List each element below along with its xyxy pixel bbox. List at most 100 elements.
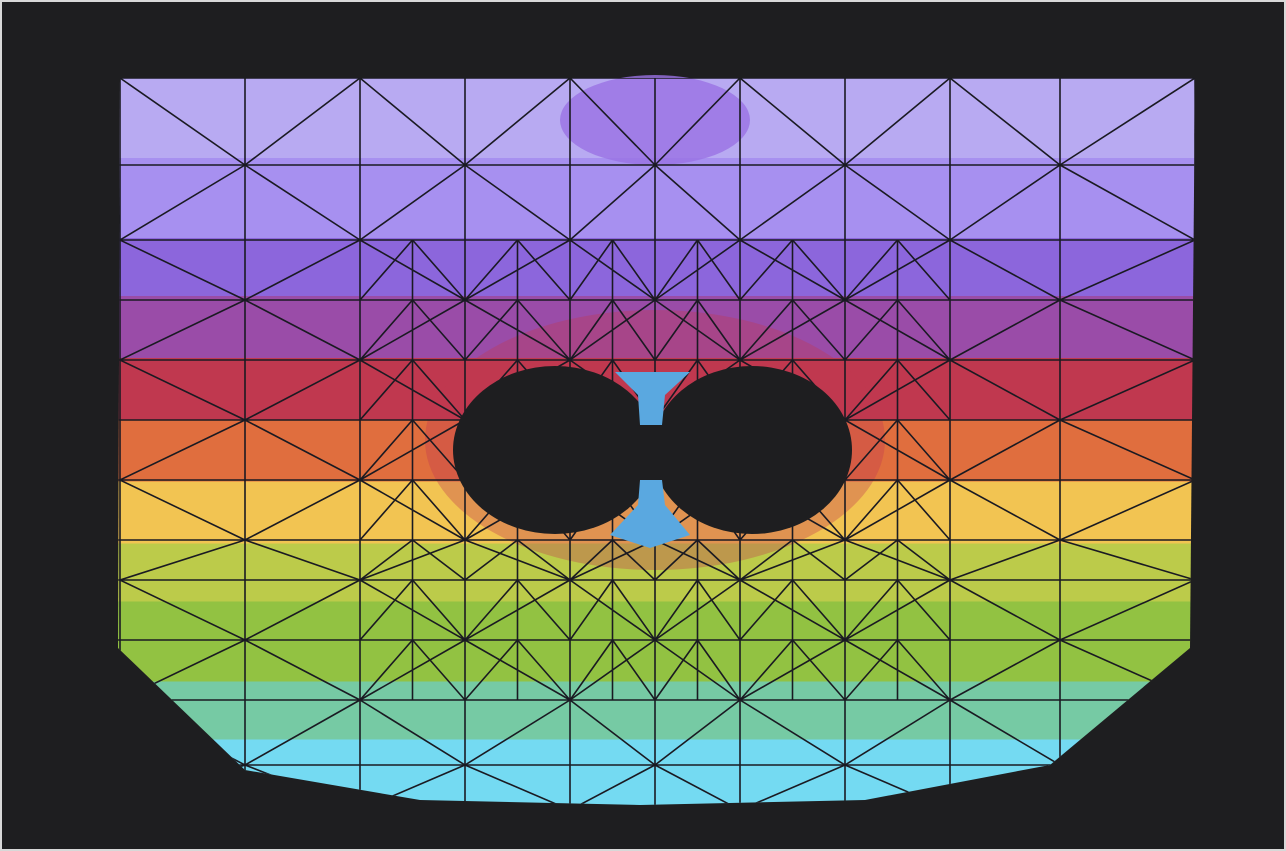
mesh-edge <box>844 299 899 361</box>
mesh-edge <box>1059 164 1195 241</box>
mesh-edge <box>464 539 518 581</box>
mesh-edge <box>739 699 846 766</box>
mesh-edge <box>611 239 656 301</box>
mesh-edge <box>896 479 951 541</box>
mesh-edge <box>516 639 571 701</box>
mesh-edge <box>359 78 466 166</box>
mesh-edge <box>464 639 519 701</box>
mesh-edge <box>896 419 951 481</box>
mesh-edge <box>464 579 519 641</box>
mesh-edge <box>244 78 361 166</box>
mesh-edge <box>244 419 361 481</box>
hole <box>453 366 852 548</box>
mesh-edge <box>844 164 951 241</box>
mesh-edge <box>792 539 846 581</box>
mesh-edge <box>696 639 741 701</box>
mesh-edge <box>897 539 951 581</box>
mesh-edge <box>359 639 414 701</box>
mesh-edge <box>244 639 361 701</box>
mesh-edge <box>949 164 1061 241</box>
mesh-edge <box>119 419 246 481</box>
mesh-edge <box>844 539 898 581</box>
mesh-edge <box>654 579 699 641</box>
mesh-edge <box>244 299 361 361</box>
hole-lobe <box>453 366 657 534</box>
mesh-edge <box>1059 539 1195 581</box>
mesh-edge <box>654 239 699 301</box>
mesh-edge <box>516 299 571 361</box>
mesh-edge <box>411 579 466 641</box>
mesh-edge <box>1059 299 1195 361</box>
mesh-edge <box>1059 579 1195 641</box>
mesh-edge <box>791 299 846 361</box>
mesh-edge <box>119 78 246 166</box>
mesh-edge <box>654 699 741 766</box>
mesh-edge <box>359 579 414 641</box>
mesh-edge <box>569 639 614 701</box>
mesh-edge <box>844 639 899 701</box>
mesh-edge <box>411 359 466 421</box>
mesh-edge <box>844 419 899 481</box>
mesh-edge <box>949 359 1061 421</box>
mesh-edge <box>654 539 699 581</box>
mesh-edge <box>1059 78 1195 166</box>
mesh-edge <box>896 359 951 421</box>
mesh-edge <box>949 299 1061 361</box>
mesh-edge <box>949 639 1061 701</box>
mesh-edge <box>359 539 413 581</box>
mesh-edge <box>696 299 741 361</box>
mesh-edge <box>739 164 846 241</box>
mesh-edge <box>844 479 899 541</box>
mesh-edge <box>949 239 1061 301</box>
mesh-edge <box>791 239 846 301</box>
mesh-edge <box>411 639 466 701</box>
mesh-edge <box>119 359 246 421</box>
mesh-edge <box>844 78 951 166</box>
mesh-edge <box>611 299 656 361</box>
mesh-edge <box>119 539 246 581</box>
mesh-edge <box>244 699 361 766</box>
mesh-edge <box>949 539 1061 581</box>
mesh-edge <box>949 419 1061 481</box>
mesh-edge <box>739 78 846 166</box>
mesh-edge <box>464 78 571 166</box>
mesh-edge <box>119 164 246 241</box>
mesh-edge <box>949 479 1061 541</box>
mesh-edge <box>569 164 656 241</box>
mesh-edge <box>844 579 899 641</box>
mesh-edge <box>464 764 571 805</box>
mesh-edge <box>1059 239 1195 301</box>
mesh-edge <box>896 639 951 701</box>
mesh-edge <box>244 579 361 641</box>
hole-nub <box>615 372 690 425</box>
mesh-edge <box>119 579 246 641</box>
mesh-edge <box>464 164 571 241</box>
mesh-edge <box>739 299 794 361</box>
mesh-edge <box>569 539 614 581</box>
mesh-edge <box>611 579 656 641</box>
mesh-edge <box>791 579 846 641</box>
mesh-edge <box>411 479 466 541</box>
mesh-edge <box>949 579 1061 641</box>
mesh-edge <box>244 359 361 421</box>
mesh-edge <box>739 539 793 581</box>
mesh-edge <box>569 78 656 166</box>
mesh-edge <box>359 299 414 361</box>
mesh-edge <box>359 699 466 766</box>
mesh-edge <box>844 359 899 421</box>
mesh-edge <box>896 239 951 301</box>
mesh-edge <box>464 239 519 301</box>
mesh-edge <box>696 239 741 301</box>
mesh-edge <box>791 639 846 701</box>
mesh-edge <box>359 479 414 541</box>
mesh-edge <box>654 299 699 361</box>
mesh-edge <box>569 239 614 301</box>
mesh-edge <box>569 299 614 361</box>
mesh-edge <box>119 479 246 541</box>
mesh-edge <box>844 239 899 301</box>
mesh-edge <box>1059 419 1195 481</box>
mesh-edge <box>569 699 656 766</box>
hole-nub <box>610 480 690 548</box>
